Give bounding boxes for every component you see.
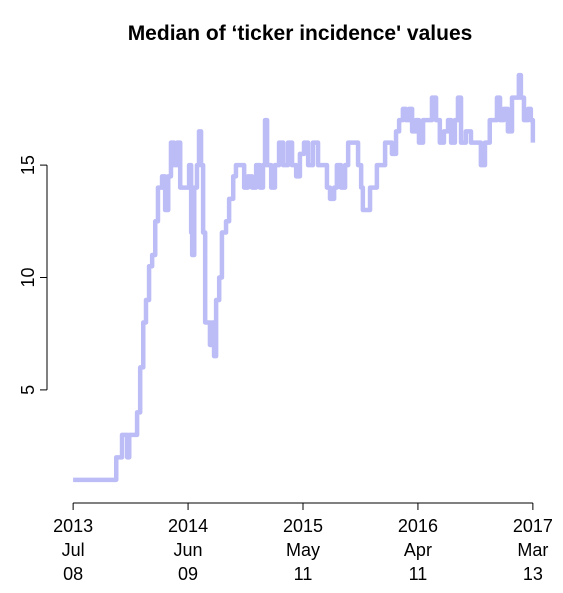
x-tick-label: 2015 (283, 516, 323, 536)
y-tick-label: 5 (18, 385, 38, 395)
x-tick-label: Apr (404, 540, 432, 560)
x-tick-label: Jun (174, 540, 203, 560)
y-tick-label: 15 (18, 155, 38, 175)
x-tick-label: 2017 (513, 516, 553, 536)
x-tick-label: Jul (62, 540, 85, 560)
x-tick-label: 2014 (168, 516, 208, 536)
x-tick-label: 11 (409, 564, 428, 584)
data-line (73, 72, 536, 483)
y-tick-label: 10 (18, 267, 38, 287)
x-tick-label: May (286, 540, 320, 560)
chart-title: Median of ‘ticker incidence' values (128, 22, 473, 45)
x-tick-label: 2013 (53, 516, 93, 536)
x-tick-label: 2016 (398, 516, 438, 536)
x-tick-label: 13 (523, 564, 543, 584)
x-tick-label: 11 (294, 564, 313, 584)
x-tick-label: 09 (178, 564, 198, 584)
x-tick-label: Mar (517, 540, 548, 560)
x-tick-label: 08 (63, 564, 83, 584)
